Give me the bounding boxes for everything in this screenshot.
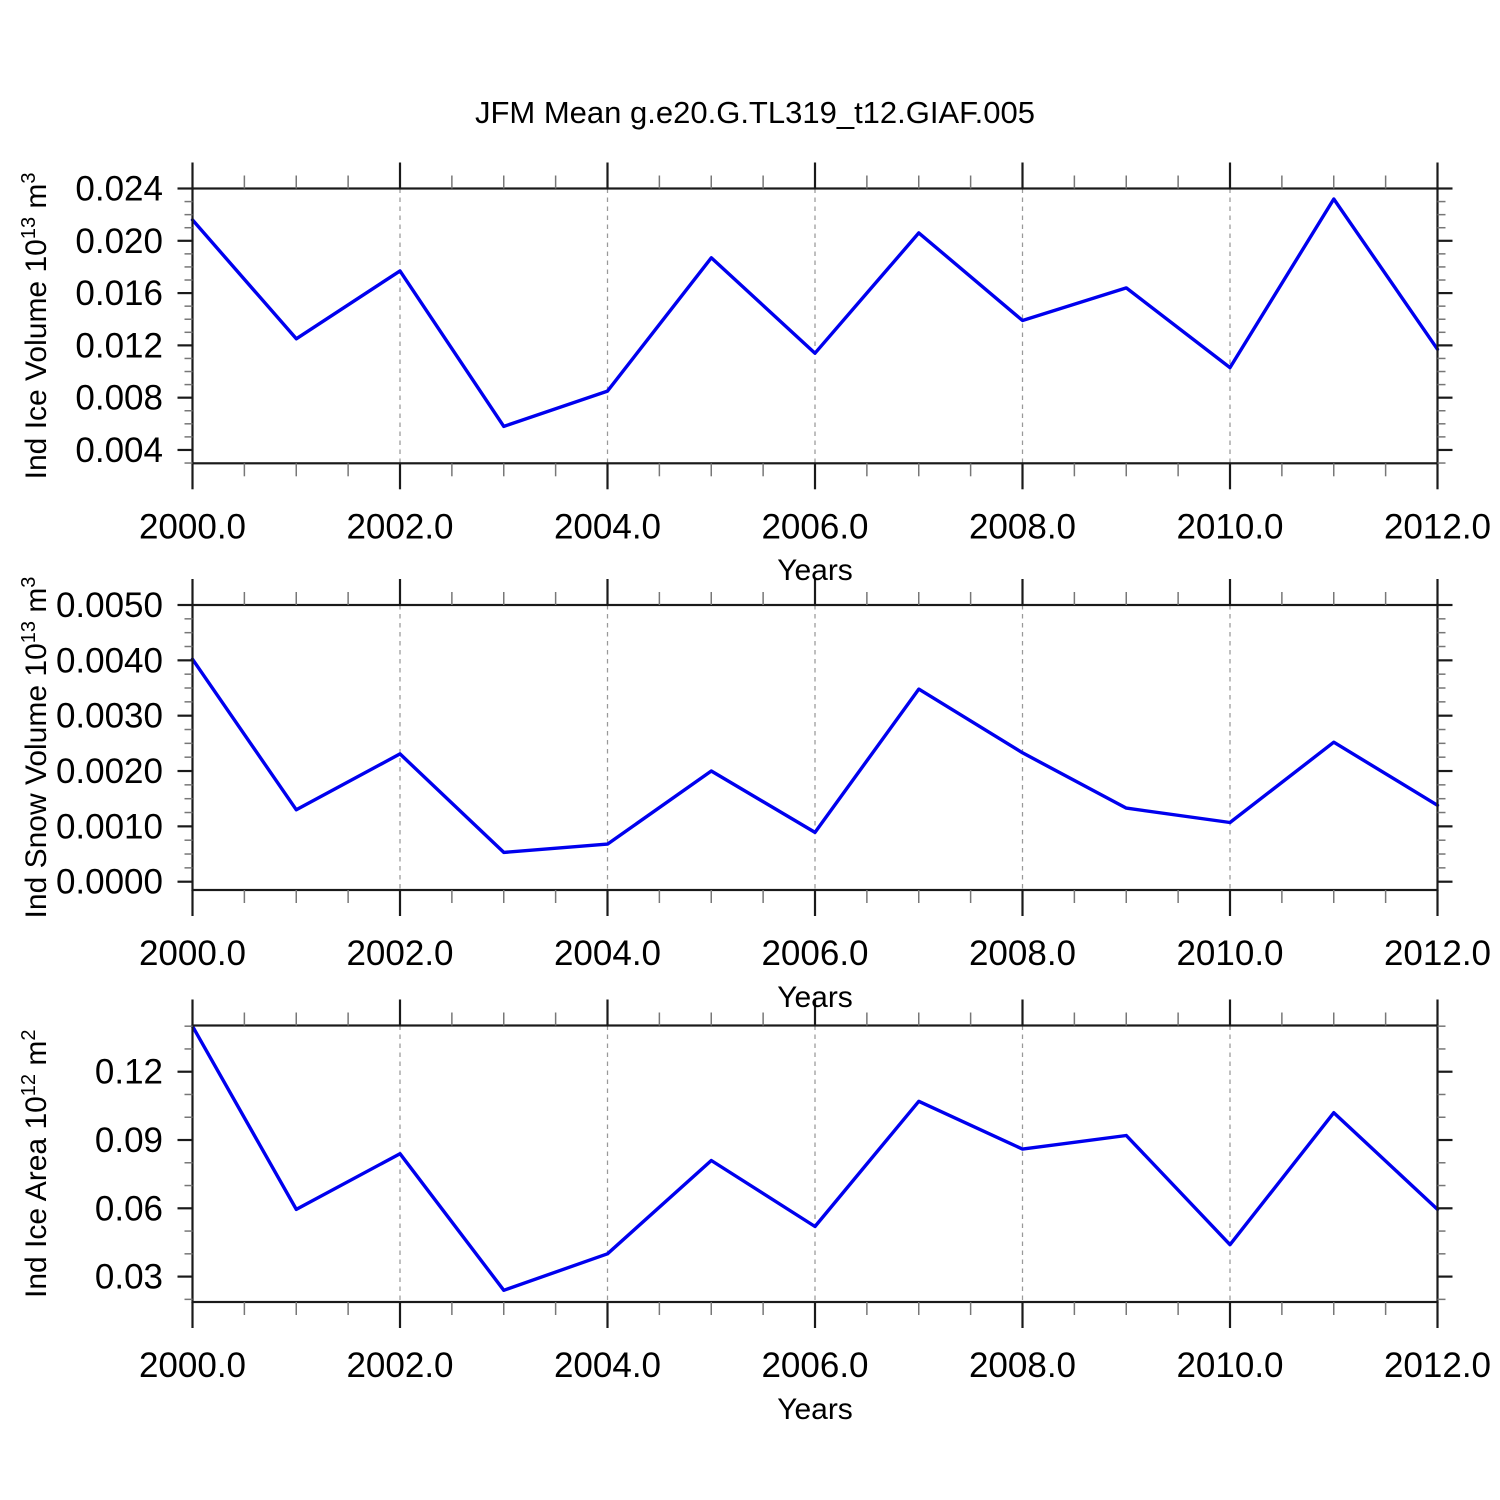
data-line-snow-volume: [190, 657, 1440, 855]
x-tick-label: 2008.0: [969, 1346, 1076, 1385]
x-tick-label: 2012.0: [1384, 934, 1491, 973]
x-axis-title-panel-3: Years: [777, 1393, 853, 1426]
x-ticks-snow-volume: [191, 579, 1439, 916]
x-tick-label: 2010.0: [1176, 1346, 1283, 1385]
figure-title: JFM Mean g.e20.G.TL319_t12.GIAF.005: [475, 95, 1035, 130]
y-tick-labels-ice-area: 0.03 0.06 0.09 0.12: [95, 1053, 163, 1297]
x-tick-label: 2010.0: [1176, 934, 1283, 973]
y-tick-label: 0.0020: [56, 752, 163, 791]
x-tick-labels-snow-volume: 2000.0 2002.0 2004.0 2006.0 2008.0 2010.0 2012…: [139, 934, 1491, 973]
y-tick-label: 0.06: [95, 1189, 163, 1228]
x-tick-label: 2012.0: [1384, 1346, 1491, 1385]
y-ticks-ice-area: [177, 1025, 1453, 1301]
y-tick-label: 0.012: [75, 326, 163, 365]
y-tick-label: 0.09: [95, 1121, 163, 1160]
x-tick-label: 2002.0: [346, 1346, 453, 1385]
x-ticks-ice-area: [191, 999, 1439, 1328]
gridlines-ice-volume: [399, 188, 1231, 464]
x-tick-label: 2006.0: [761, 934, 868, 973]
y-tick-label: 0.12: [95, 1053, 163, 1092]
y-tick-label: 0.03: [95, 1258, 163, 1297]
x-tick-labels-ice-volume: 2000.0 2002.0 2004.0 2006.0 2008.0 2010.0 2012…: [139, 507, 1491, 546]
data-line-ice-volume: [190, 197, 1440, 429]
x-tick-label: 2000.0: [139, 1346, 246, 1385]
x-tick-label: 2004.0: [554, 507, 661, 546]
panels-group: 0.004 0.008 0.012 0.016 0.020 0.024 2000.0 2002…: [18, 162, 1491, 1385]
y-tick-label: 0.016: [75, 274, 163, 313]
x-tick-label: 2006.0: [761, 1346, 868, 1385]
x-axis-title-panel-1: Years: [777, 554, 853, 587]
gridlines-ice-area: [399, 1025, 1231, 1302]
x-axis-title-panel-2: Years: [777, 981, 853, 1014]
y-tick-label: 0.008: [75, 379, 163, 418]
x-tick-label: 2008.0: [969, 934, 1076, 973]
y-tick-label: 0.024: [75, 170, 163, 209]
y-ticks-snow-volume: [177, 603, 1453, 883]
x-tick-label: 2000.0: [139, 507, 246, 546]
y-tick-label: 0.0000: [56, 863, 163, 902]
x-tick-labels-ice-area: 2000.0 2002.0 2004.0 2006.0 2008.0 2010.0 2012…: [139, 1346, 1491, 1385]
y-ticks-ice-volume: [177, 187, 1453, 464]
y-tick-label: 0.0030: [56, 697, 163, 736]
x-tick-label: 2012.0: [1384, 507, 1491, 546]
y-axis-title-ice-area: Ind Ice Area 1012 m2: [18, 1029, 53, 1298]
panel-snow-volume: 0.0000 0.0010 0.0020 0.0030 0.0040 0.0050 2000…: [18, 577, 1491, 973]
x-tick-label: 2004.0: [554, 934, 661, 973]
x-tick-label: 2004.0: [554, 1346, 661, 1385]
x-tick-label: 2006.0: [761, 507, 868, 546]
panel-ice-area: 0.03 0.06 0.09 0.12 2000.0 2002.0 2004.0 2006.0…: [18, 999, 1491, 1385]
x-tick-label: 2002.0: [346, 507, 453, 546]
y-tick-label: 0.0050: [56, 586, 163, 625]
x-tick-label: 2000.0: [139, 934, 246, 973]
y-tick-label: 0.0040: [56, 641, 163, 680]
y-tick-labels-ice-volume: 0.004 0.008 0.012 0.016 0.020 0.024: [75, 170, 163, 470]
y-tick-labels-snow-volume: 0.0000 0.0010 0.0020 0.0030 0.0040 0.0050: [56, 586, 163, 902]
x-tick-label: 2002.0: [346, 934, 453, 973]
y-axis-title-snow-volume: Ind Snow Volume 1013 m3: [18, 577, 53, 919]
data-line-ice-area: [190, 1024, 1440, 1293]
x-ticks-ice-volume: [191, 162, 1439, 490]
y-tick-label: 0.0010: [56, 807, 163, 846]
x-tick-label: 2010.0: [1176, 507, 1283, 546]
panel-ice-volume: 0.004 0.008 0.012 0.016 0.020 0.024 2000.0 2002…: [18, 162, 1491, 546]
y-tick-label: 0.004: [75, 431, 163, 470]
x-tick-label: 2008.0: [969, 507, 1076, 546]
y-tick-label: 0.020: [75, 222, 163, 261]
y-axis-title-ice-volume: Ind Ice Volume 1013 m3: [18, 172, 53, 479]
